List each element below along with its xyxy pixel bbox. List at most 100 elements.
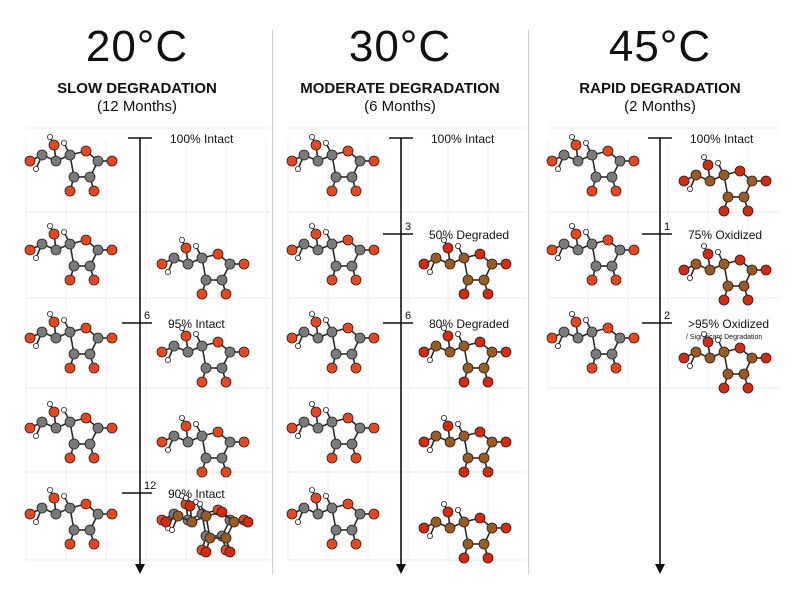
carbon-atom xyxy=(298,238,310,250)
hydrogen-atom xyxy=(32,343,39,349)
status-sublabel: / Significant Degradation xyxy=(686,334,762,341)
carbon-atom xyxy=(722,368,734,380)
oxygen-atom xyxy=(342,234,354,246)
carbon-atom xyxy=(326,149,338,161)
oxygen-atom xyxy=(64,185,76,197)
oxygen-atom xyxy=(368,332,380,344)
carbon-atom xyxy=(182,346,194,358)
time-marker-value: 1 xyxy=(664,221,670,233)
carbon-atom xyxy=(50,422,62,434)
oxygen-atom xyxy=(326,185,338,197)
oxygen-atom xyxy=(220,376,232,388)
carbon-atom xyxy=(84,348,96,360)
oxygen-atom xyxy=(734,342,746,354)
hydrogen-atom xyxy=(193,242,199,249)
molecule-icon xyxy=(286,310,380,374)
oxygen-atom xyxy=(310,406,322,418)
carbon-atom xyxy=(64,502,76,514)
oxygen-atom xyxy=(48,406,60,418)
oxygen-atom xyxy=(368,244,380,256)
carbon-atom xyxy=(68,438,80,450)
carbon-atom xyxy=(478,274,490,286)
carbon-atom xyxy=(430,516,442,528)
oxygen-atom xyxy=(474,336,486,348)
oxygen-atom xyxy=(418,346,430,358)
carbon-atom xyxy=(690,169,702,181)
hydrogen-atom xyxy=(294,255,301,261)
hydrogen-atom xyxy=(583,316,589,323)
carbon-atom xyxy=(204,532,216,544)
oxygen-atom xyxy=(196,466,208,478)
oxygen-atom xyxy=(64,452,76,464)
oxygen-atom xyxy=(326,452,338,464)
hydrogen-atom xyxy=(455,420,461,427)
oxygen-atom xyxy=(180,242,192,254)
oxygen-atom xyxy=(64,362,76,374)
oxygen-atom xyxy=(48,139,60,151)
oxygen-atom xyxy=(742,382,754,394)
carbon-atom xyxy=(722,191,734,203)
oxygen-atom xyxy=(220,288,232,300)
oxygen-atom xyxy=(180,420,192,432)
hydrogen-atom xyxy=(61,139,67,146)
oxygen-atom xyxy=(610,362,622,374)
oxygen-atom xyxy=(310,228,322,240)
oxygen-atom xyxy=(482,288,494,300)
hydrogen-atom xyxy=(32,433,39,439)
oxygen-atom xyxy=(586,362,598,374)
carbon-atom xyxy=(478,362,490,374)
hydrogen-atom xyxy=(426,447,433,453)
status-label: 80% Degraded xyxy=(429,317,509,331)
carbon-atom xyxy=(444,258,456,270)
status-label: >95% Oxidized xyxy=(688,317,769,331)
carbon-atom xyxy=(458,252,470,264)
carbon-atom xyxy=(64,326,76,338)
hydrogen-atom xyxy=(323,228,329,235)
oxygen-atom xyxy=(24,244,36,256)
carbon-atom xyxy=(312,422,324,434)
oxygen-atom xyxy=(106,332,118,344)
duration-label: (12 Months) xyxy=(96,98,178,115)
carbon-atom xyxy=(430,252,442,264)
carbon-atom xyxy=(738,280,750,292)
hydrogen-atom xyxy=(178,236,185,243)
carbon-atom xyxy=(330,438,342,450)
hydrogen-atom xyxy=(455,330,461,337)
carbon-atom xyxy=(64,416,76,428)
carbon-atom xyxy=(298,416,310,428)
panel-45c: 45°C RAPID DEGRADATION (2 Months) xyxy=(527,0,793,597)
oxygen-atom xyxy=(742,205,754,217)
oxygen-atom xyxy=(88,362,100,374)
oxygen-atom xyxy=(760,352,772,364)
carbon-atom xyxy=(50,508,62,520)
carbon-atom xyxy=(614,155,626,167)
oxygen-atom xyxy=(80,145,92,157)
carbon-atom xyxy=(354,508,366,520)
oxygen-atom xyxy=(24,422,36,434)
hydrogen-atom xyxy=(197,500,203,507)
carbon-atom xyxy=(354,244,366,256)
carbon-atom xyxy=(590,348,602,360)
carbon-atom xyxy=(216,452,228,464)
oxygen-atom xyxy=(180,330,192,342)
oxygen-atom xyxy=(88,274,100,286)
oxygen-atom xyxy=(106,155,118,167)
molecule-icon xyxy=(286,133,380,197)
oxygen-atom xyxy=(196,376,208,388)
carbon-atom xyxy=(224,346,236,358)
hydrogen-atom xyxy=(61,316,67,323)
carbon-atom xyxy=(330,260,342,272)
oxygen-atom xyxy=(500,522,512,534)
oxygen-atom xyxy=(212,336,224,348)
hydrogen-atom xyxy=(455,506,461,513)
carbon-atom xyxy=(224,258,236,270)
hydrogen-atom xyxy=(686,363,693,369)
carbon-atom xyxy=(746,175,758,187)
hydrogen-atom xyxy=(323,492,329,499)
carbon-atom xyxy=(330,524,342,536)
hydrogen-atom xyxy=(193,330,199,337)
carbon-atom xyxy=(68,348,80,360)
carbon-atom xyxy=(690,346,702,358)
molecule-icon xyxy=(286,486,380,550)
oxidized-molecule-icon xyxy=(418,324,512,388)
